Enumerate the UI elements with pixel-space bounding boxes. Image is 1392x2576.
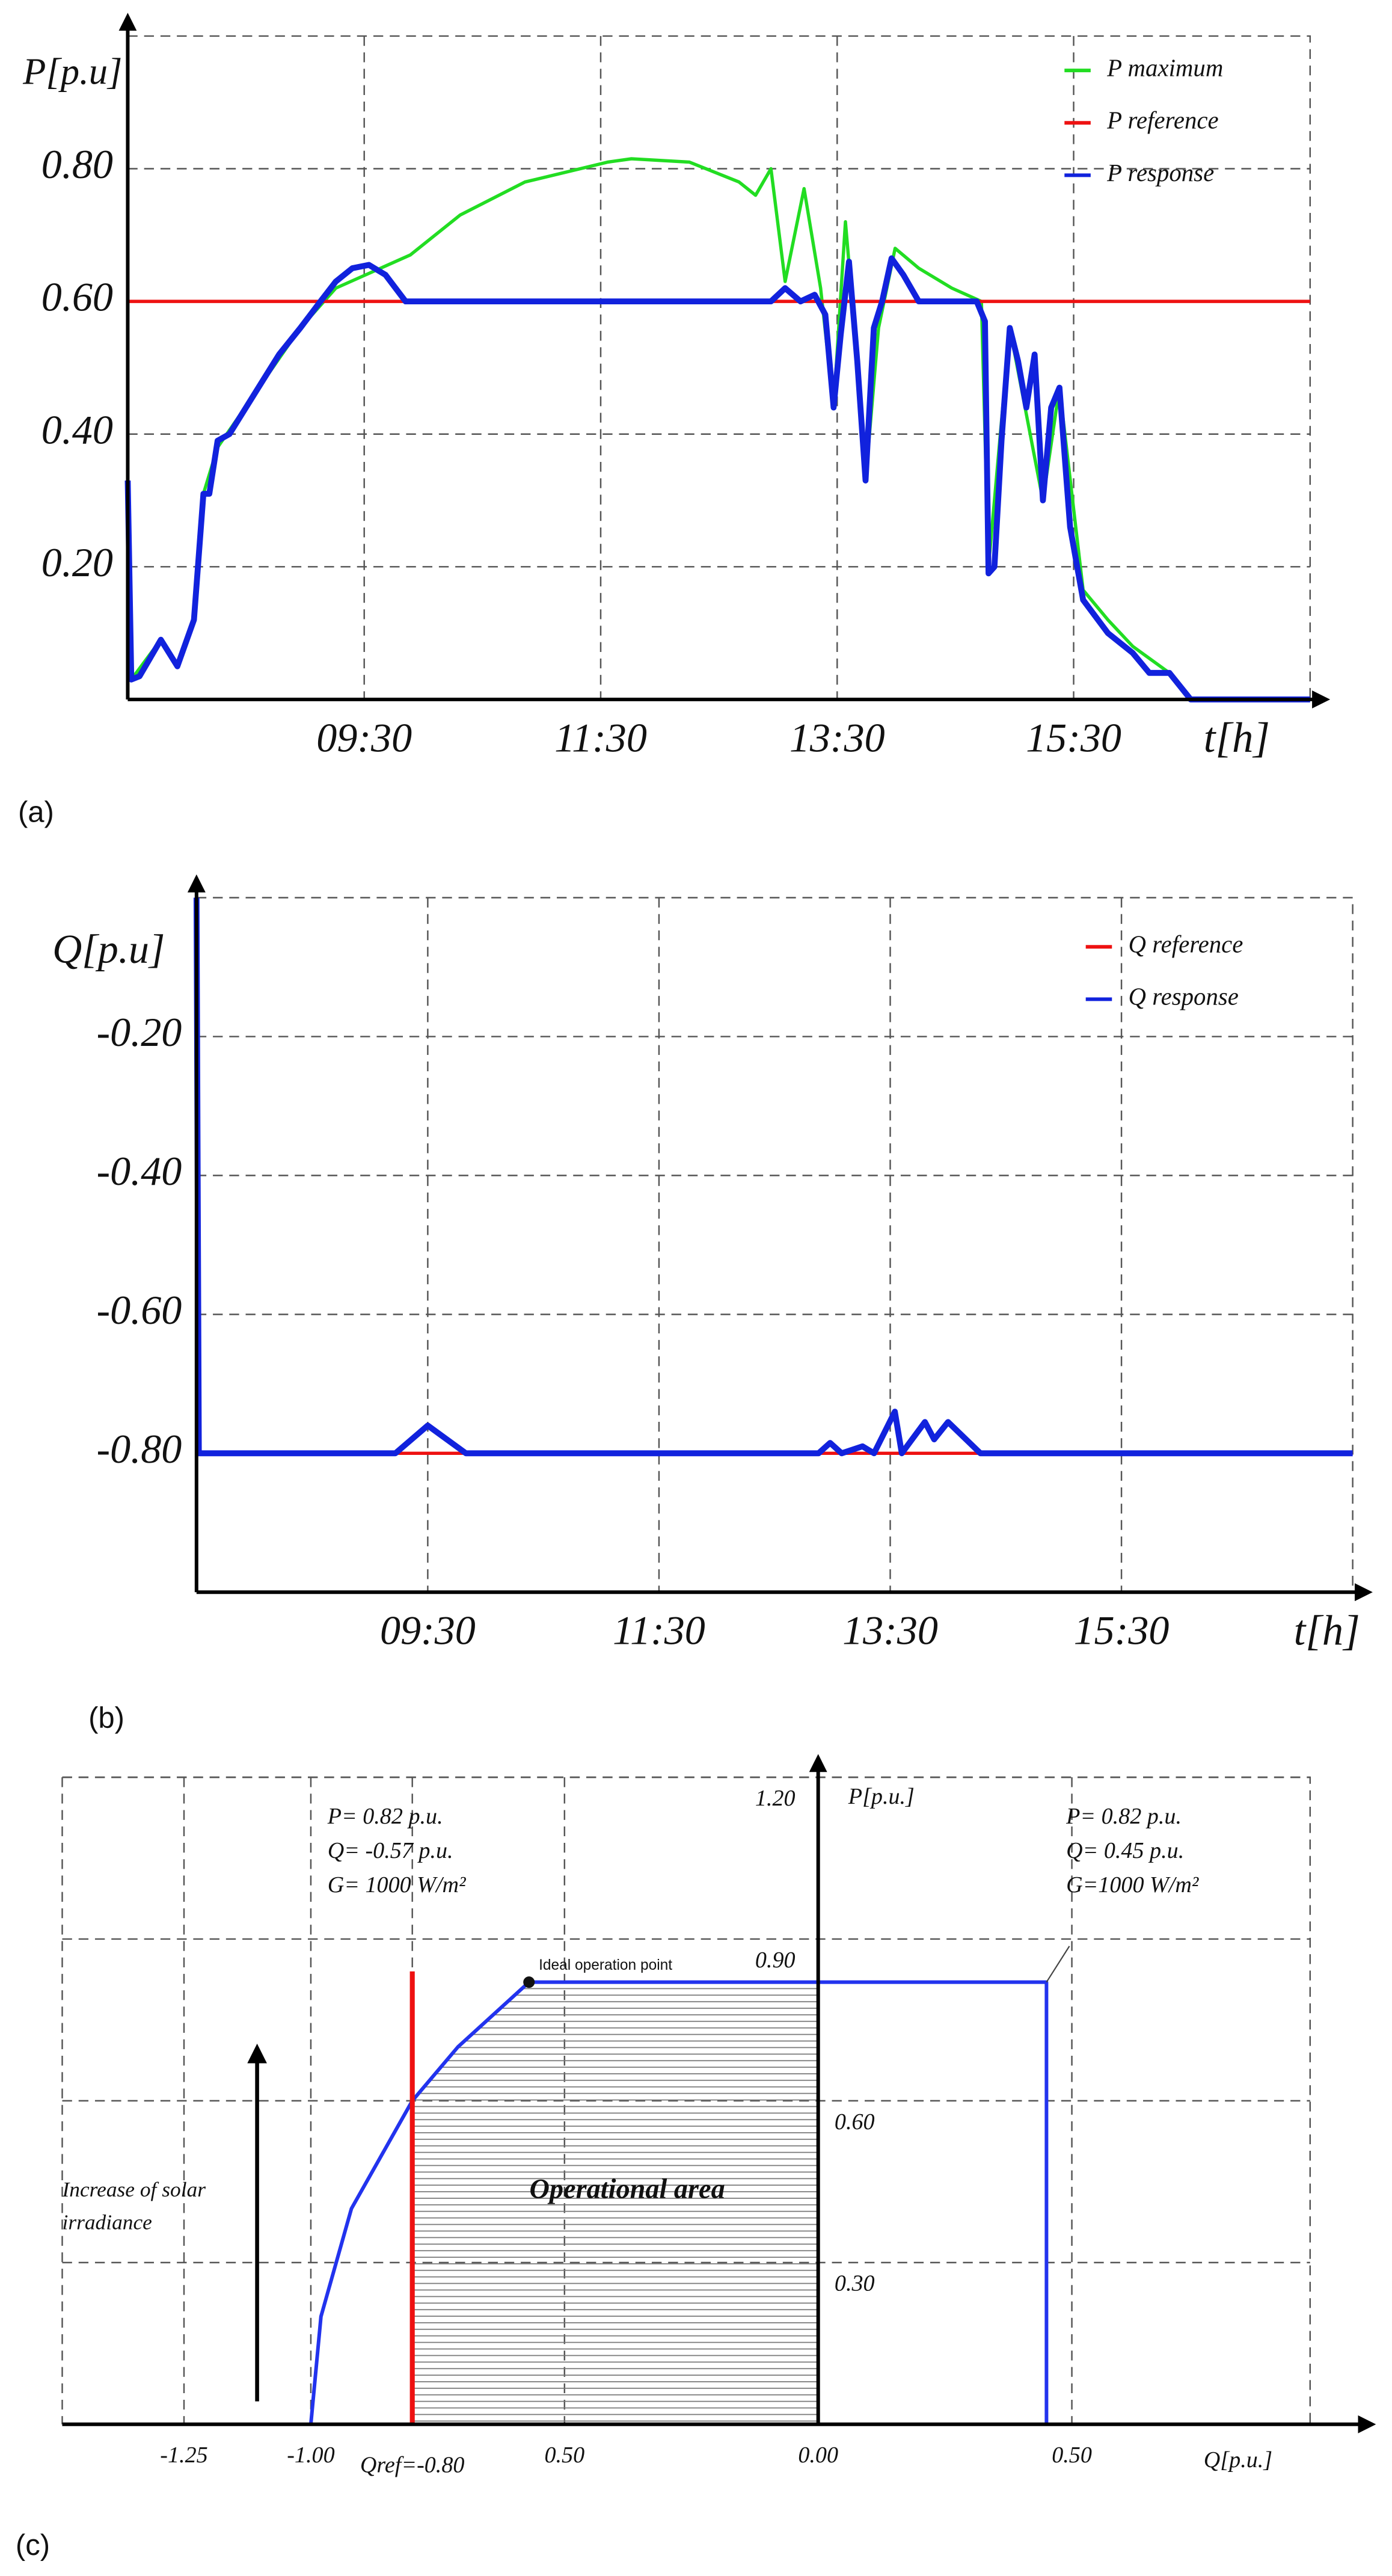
series-line	[308, 1980, 1049, 2425]
annotation: Q= 0.45 p.u.	[1066, 1838, 1184, 1863]
x-tick-label: 0.50	[544, 2442, 584, 2468]
x-tick-label: Qref=-0.80	[360, 2452, 465, 2477]
series-line	[193, 897, 1353, 1457]
legend-label: P response	[1106, 159, 1214, 186]
y-axis-label: Q[p.u]	[52, 926, 165, 972]
series-line	[124, 255, 1310, 702]
y-tick-label: 0.20	[41, 539, 113, 585]
x-tick-label: -1.00	[287, 2442, 334, 2468]
x-tick-label: 13:30	[790, 715, 885, 760]
annotation: Q= -0.57 p.u.	[328, 1838, 453, 1863]
y-tick-label: 0.30	[835, 2271, 875, 2296]
x-tick-label: 15:30	[1074, 1608, 1170, 1653]
y-tick-label: 0.60	[835, 2109, 875, 2135]
legend-label: Q response	[1129, 983, 1239, 1010]
x-axis-label: Q[p.u.]	[1204, 2447, 1272, 2473]
x-tick-label: 11:30	[554, 715, 647, 760]
operational-area	[412, 1982, 818, 2424]
x-tick-label: 0.50	[1052, 2442, 1092, 2468]
plot-frame	[127, 35, 1311, 699]
annotation: G= 1000 W/m²	[328, 1872, 466, 1898]
x-tick-label: 15:30	[1026, 715, 1121, 760]
ideal-point	[523, 1976, 535, 1988]
y-tick-label: 0.60	[41, 274, 113, 320]
legend-label: P maximum	[1106, 54, 1223, 81]
panel-label: (b)	[88, 1702, 124, 1735]
y-tick-label: 0.90	[755, 1947, 796, 1973]
leader-line	[1046, 1946, 1070, 1983]
x-tick-label: 09:30	[380, 1608, 476, 1653]
y-tick-label: 0.80	[41, 141, 113, 187]
x-tick-label: -1.25	[160, 2442, 207, 2468]
x-tick-label: 09:30	[316, 715, 412, 760]
x-axis-label: t[h]	[1204, 715, 1270, 761]
panel-label: (a)	[18, 796, 54, 829]
y-tick-label: 0.40	[41, 407, 113, 452]
annotation: irradiance	[62, 2210, 152, 2234]
annotation: P= 0.82 p.u.	[1065, 1804, 1182, 1829]
x-tick-label: 11:30	[613, 1608, 705, 1653]
x-axis-label: t[h]	[1294, 1607, 1360, 1654]
y-axis-label: P[p.u.]	[848, 1784, 915, 1809]
annotation: G=1000 W/m²	[1066, 1872, 1199, 1898]
plot-frame	[196, 897, 1354, 1593]
y-tick-label: -0.20	[96, 1009, 182, 1055]
y-tick-label: -0.80	[96, 1426, 182, 1472]
y-tick-label: -0.40	[96, 1148, 182, 1194]
panel-label: (c)	[16, 2529, 50, 2562]
legend-label: P reference	[1106, 107, 1219, 134]
x-tick-label: 0.00	[798, 2442, 838, 2468]
annotation: Increase of solar	[61, 2177, 206, 2201]
annotation: P= 0.82 p.u.	[327, 1804, 443, 1829]
x-tick-label: 13:30	[842, 1608, 938, 1653]
legend-label: Q reference	[1129, 931, 1243, 958]
y-axis-label: P[p.u]	[22, 51, 122, 93]
y-tick-label: -0.60	[96, 1287, 182, 1333]
annotation: Operational area	[529, 2174, 725, 2205]
annotation: Ideal operation point	[539, 1957, 672, 1973]
y-tick-label: 1.20	[755, 1786, 796, 1811]
